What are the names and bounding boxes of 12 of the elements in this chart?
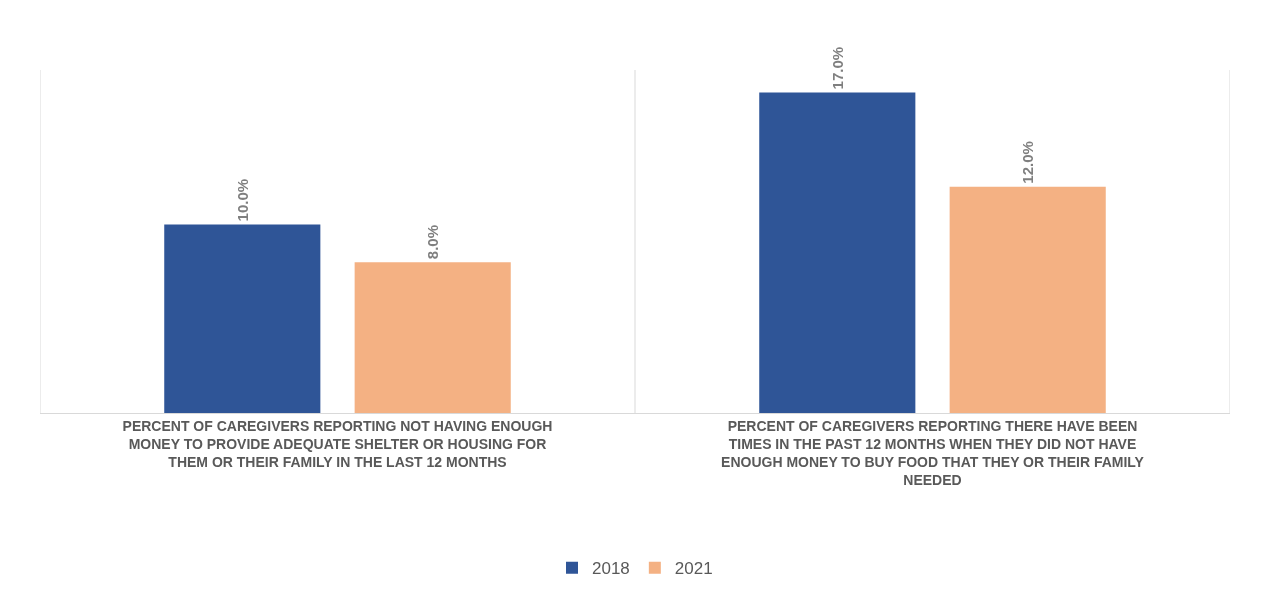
- data-label: 10.0%: [233, 178, 251, 222]
- bar: [759, 92, 916, 413]
- data-label: 17.0%: [828, 46, 846, 90]
- data-label: 12.0%: [1019, 141, 1037, 184]
- legend-label: 2021: [674, 559, 713, 579]
- bar: [949, 186, 1106, 413]
- x-tick-label: PERCENT OF CAREGIVERS REPORTING NOT HAVING ENOUGH MONEY TO PROVIDE ADEQUATE SHELTER OR HOUSING FOR THEM OR THEIR FAMILY IN THE LAST 12 MONTHS: [122, 417, 553, 471]
- bar: [164, 224, 321, 413]
- bar: [354, 262, 511, 413]
- data-label: 8.0%: [424, 224, 442, 260]
- legend-label: 2018: [592, 559, 630, 579]
- x-tick-label: PERCENT OF CAREGIVERS REPORTING THERE HAVE BEEN TIMES IN THE PAST 12 MONTHS WHEN THEY DID NOT HAVE ENOUGH MONEY TO BUY FOOD THAT THEY OR THEIR FAMILY NEEDED: [721, 417, 1145, 489]
